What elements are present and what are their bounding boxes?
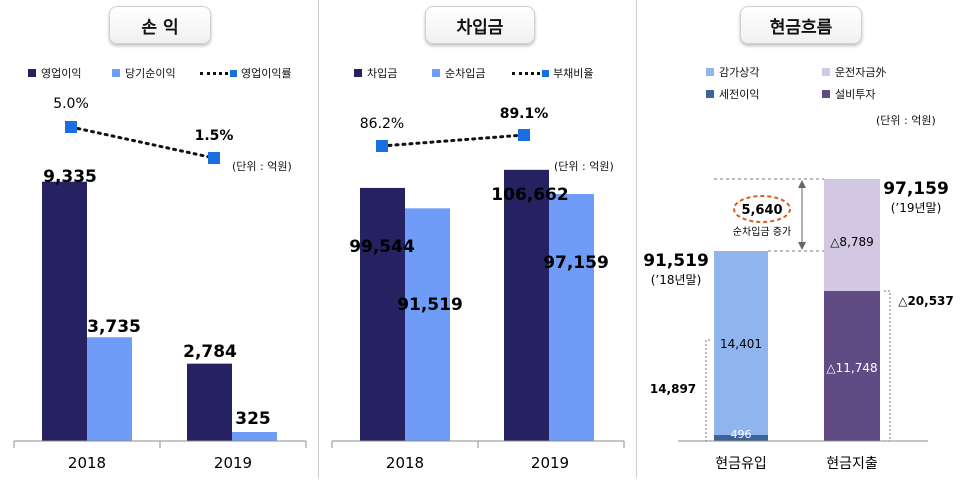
unit-note-profit: (단위 : 억원): [232, 160, 292, 173]
operating-margin-label-2018: 5.0%: [53, 96, 89, 112]
label-end-value: 97,159: [883, 179, 949, 199]
borrowings-chart: 86.2% 89.1% 99,544 91,519 106,662 97,159…: [331, 106, 625, 472]
operating-margin-marker-2019: [208, 152, 220, 164]
bar-borrowings-2019: [504, 169, 549, 441]
legend-borrowings: 차입금: [354, 65, 397, 81]
label-increase-note: 순차입금 증가: [733, 225, 791, 238]
category-label-2019: 2019: [214, 454, 252, 472]
bar-operating-profit-2019: [187, 363, 232, 441]
inflow-bracket: [705, 339, 710, 442]
panel-title-borrowings: 차입금: [425, 6, 535, 44]
bar-net-borrowings-2019: [549, 193, 594, 441]
legend-label: 당기순이익: [125, 67, 176, 80]
category-label-2018: 2018: [68, 454, 106, 472]
unit-note-cashflow: (단위 : 억원): [876, 114, 936, 127]
unit-note-borrowings: (단위 : 억원): [554, 160, 614, 173]
label-inflow-total: 14,897: [650, 382, 696, 396]
bar-net-income-2018: [87, 337, 132, 441]
label-end-note: (’19년말): [891, 201, 942, 215]
debt-ratio-marker-2019: [518, 129, 530, 141]
debt-ratio-marker-2018: [376, 140, 388, 152]
legend-dotted-line: [200, 71, 228, 75]
increase-arrow-head-bottom: [798, 242, 806, 250]
value-label-borrowings-2018: 99,544: [349, 237, 415, 257]
legend-label: 영업이익: [41, 67, 82, 80]
category-label-2018: 2018: [386, 454, 424, 472]
legend-operating-margin: 영업이익률: [200, 65, 292, 81]
category-label-inflow: 현금유입: [715, 456, 767, 472]
legend-swatch-dark: [354, 69, 362, 77]
legend-marker-square: [542, 69, 549, 77]
legend-label: 세전이익: [719, 88, 760, 101]
label-depreciation: 14,401: [720, 337, 762, 351]
value-label-borrowings-2019: 106,662: [491, 185, 568, 205]
legend-label: 부채비율: [553, 67, 594, 80]
label-outflow-total: △20,537: [898, 294, 954, 308]
legend-net-borrowings: 순차입금: [432, 65, 485, 81]
legend-label: 설비투자: [835, 88, 876, 101]
legend-net-income: 당기순이익: [112, 65, 176, 81]
panel-divider-right: [636, 0, 637, 478]
panel-divider-left: [318, 0, 319, 478]
legend-swatch-dark: [28, 69, 36, 77]
legend-dotted-line: [512, 71, 540, 75]
cashflow-chart: 5,640 순차입금 증가 91,519 (’18년말) 97,159 (’19…: [643, 178, 954, 472]
legend-label: 차입금: [367, 67, 398, 80]
debt-ratio-line: [380, 133, 526, 148]
label-working-capital: △8,789: [830, 235, 874, 249]
operating-margin-label-2019: 1.5%: [195, 128, 234, 144]
legend-swatch-pretax: [706, 90, 714, 98]
bar-pretax-inflow: [714, 435, 768, 441]
legend-swatch-capex: [822, 90, 830, 98]
outflow-bracket: [884, 290, 891, 442]
bar-working-capital-outflow: [824, 179, 880, 291]
bar-capex-outflow: [824, 291, 880, 441]
bar-borrowings-2018: [360, 187, 405, 441]
increase-oval: [733, 195, 791, 223]
legend-depreciation: 감가상각: [706, 64, 759, 80]
legend-swatch-depreciation: [706, 68, 714, 76]
label-increase-value: 5,640: [741, 203, 782, 218]
increase-arrow-head-top: [798, 180, 806, 188]
label-start-value: 91,519: [643, 251, 709, 271]
legend-marker-square: [230, 69, 237, 77]
bar-net-income-2019: [232, 431, 277, 441]
legend-swatch-light: [432, 69, 440, 77]
category-label-outflow: 현금지출: [826, 456, 878, 472]
panel-title-cashflow: 현금흐름: [740, 6, 862, 44]
legend-swatch-light: [112, 69, 120, 77]
legend-label: 순차입금: [445, 67, 486, 80]
value-label-net-borrowings-2018: 91,519: [397, 295, 463, 315]
value-label-net-income-2019: 325: [235, 409, 271, 429]
operating-margin-marker-2018: [65, 121, 77, 133]
bar-operating-profit-2018: [42, 181, 87, 441]
label-capex: △11,748: [826, 361, 877, 375]
legend-working-capital: 운전자금外: [822, 64, 886, 80]
legend-pretax-income: 세전이익: [706, 86, 759, 102]
legend-capex: 설비투자: [822, 86, 875, 102]
bar-net-borrowings-2018: [405, 208, 450, 441]
label-start-note: (’18년말): [651, 273, 702, 287]
value-label-net-borrowings-2019: 97,159: [543, 253, 609, 273]
profit-chart: 5.0% 1.5% 9,335 3,735 2,784 325 2018 201…: [13, 96, 307, 472]
category-label-2019: 2019: [531, 454, 569, 472]
value-label-net-income-2018: 3,735: [87, 317, 141, 337]
operating-margin-line: [69, 125, 216, 160]
label-pretax: 496: [731, 428, 752, 441]
legend-swatch-working-capital: [822, 68, 830, 76]
value-label-operating-profit-2019: 2,784: [183, 342, 237, 362]
value-label-operating-profit-2018: 9,335: [43, 167, 97, 187]
panel-title-profit: 손 익: [109, 6, 211, 44]
debt-ratio-label-2018: 86.2%: [360, 116, 404, 132]
legend-label: 영업이익률: [241, 67, 292, 80]
debt-ratio-label-2019: 89.1%: [500, 106, 549, 122]
legend-operating-profit: 영업이익: [28, 65, 81, 81]
legend-debt-ratio: 부채비율: [512, 65, 593, 81]
legend-label: 감가상각: [719, 66, 760, 79]
bar-depreciation-inflow: [714, 251, 768, 435]
legend-label: 운전자금外: [835, 66, 887, 79]
